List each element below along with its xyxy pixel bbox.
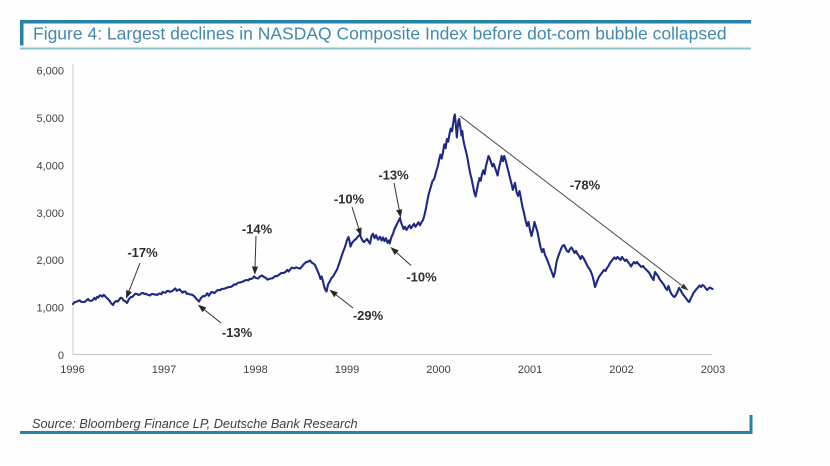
svg-text:5,000: 5,000 xyxy=(36,113,64,125)
svg-text:1999: 1999 xyxy=(335,364,359,376)
svg-text:1996: 1996 xyxy=(60,364,84,376)
svg-text:-10%: -10% xyxy=(406,270,437,285)
svg-text:-17%: -17% xyxy=(127,245,158,260)
svg-text:-29%: -29% xyxy=(353,308,384,323)
svg-text:1998: 1998 xyxy=(243,364,267,376)
svg-text:1997: 1997 xyxy=(152,364,176,376)
svg-text:-14%: -14% xyxy=(242,222,273,237)
svg-text:3,000: 3,000 xyxy=(36,208,64,220)
svg-text:2000: 2000 xyxy=(426,364,450,376)
svg-text:1,000: 1,000 xyxy=(36,303,64,315)
svg-text:Source: Bloomberg Finance LP,: Source: Bloomberg Finance LP, Deutsche B… xyxy=(32,417,358,431)
svg-text:-13%: -13% xyxy=(222,325,253,340)
svg-text:-13%: -13% xyxy=(378,168,409,183)
svg-text:-10%: -10% xyxy=(334,192,365,207)
svg-text:2001: 2001 xyxy=(518,364,542,376)
svg-text:2002: 2002 xyxy=(609,364,633,376)
svg-text:6,000: 6,000 xyxy=(36,66,64,78)
svg-text:-78%: -78% xyxy=(570,178,601,193)
svg-text:Figure 4: Largest declines in: Figure 4: Largest declines in NASDAQ Com… xyxy=(33,24,727,44)
svg-text:0: 0 xyxy=(58,350,64,362)
svg-text:4,000: 4,000 xyxy=(36,160,64,172)
svg-text:2003: 2003 xyxy=(701,364,725,376)
svg-text:2,000: 2,000 xyxy=(36,255,64,267)
